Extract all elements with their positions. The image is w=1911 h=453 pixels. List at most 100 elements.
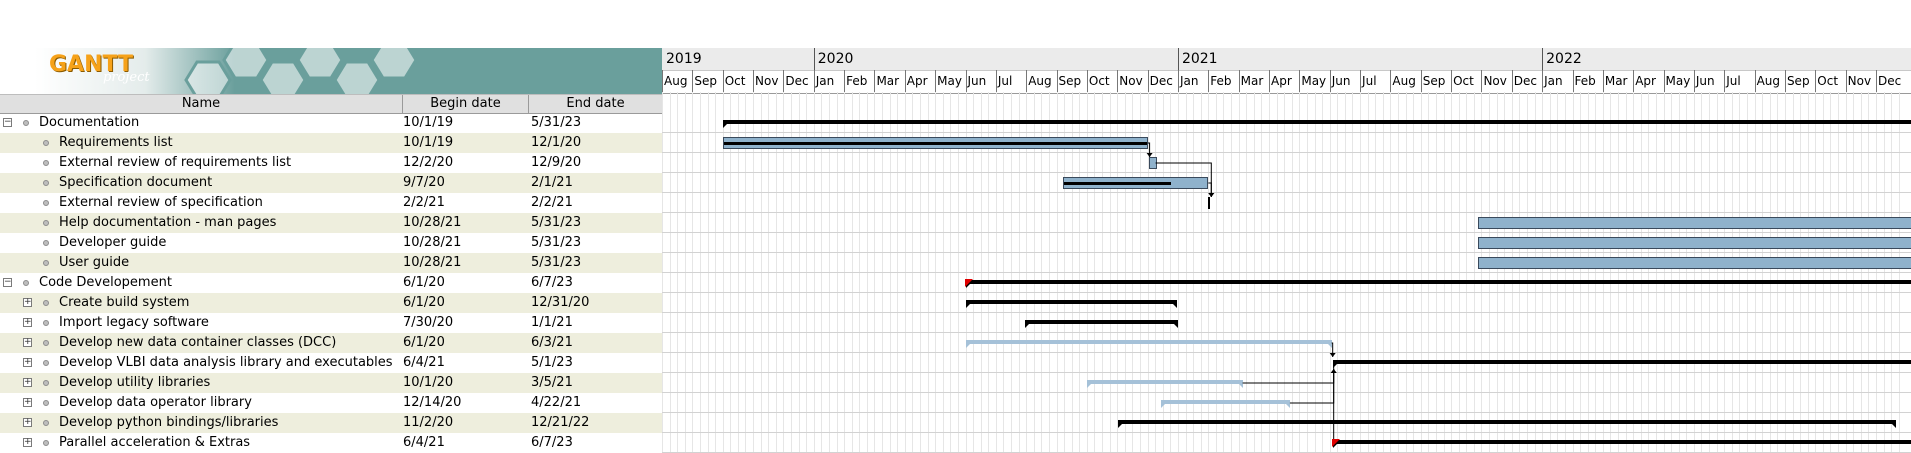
task-begin-date[interactable]: 6/1/20	[403, 335, 445, 350]
task-begin-date[interactable]: 10/28/21	[403, 255, 462, 270]
task-end-date[interactable]: 5/1/23	[531, 355, 573, 370]
task-row[interactable]: − Code Developement 6/1/20 6/7/23	[0, 273, 662, 293]
task-row[interactable]: External review of requirements list 12/2…	[0, 153, 662, 173]
summary-bar[interactable]	[722, 120, 1911, 128]
task-begin-date[interactable]: 6/1/20	[403, 275, 445, 290]
task-begin-date[interactable]: 12/2/20	[403, 155, 454, 170]
task-name[interactable]: Documentation	[39, 115, 140, 130]
milestone-marker[interactable]	[1208, 197, 1211, 209]
task-name[interactable]: Specification document	[59, 175, 213, 190]
task-begin-date[interactable]: 10/1/19	[403, 135, 454, 150]
expand-icon[interactable]: +	[23, 337, 32, 347]
task-name[interactable]: Develop new data container classes (DCC)	[59, 335, 337, 350]
task-name[interactable]: Developer guide	[59, 235, 167, 250]
task-name[interactable]: User guide	[59, 255, 130, 270]
task-begin-date[interactable]: 11/2/20	[403, 415, 454, 430]
task-row[interactable]: Developer guide 10/28/21 5/31/23	[0, 233, 662, 253]
task-begin-date[interactable]: 2/2/21	[403, 195, 445, 210]
task-end-date[interactable]: 2/1/21	[531, 175, 573, 190]
task-name[interactable]: Develop data operator library	[59, 395, 252, 410]
summary-bar[interactable]	[965, 300, 1178, 308]
task-row[interactable]: + Develop python bindings/libraries 11/2/2…	[0, 413, 662, 433]
task-name[interactable]: Develop python bindings/libraries	[59, 415, 279, 430]
task-end-date[interactable]: 3/5/21	[531, 375, 573, 390]
task-name[interactable]: External review of requirements list	[59, 155, 292, 170]
task-end-date[interactable]: 5/31/23	[531, 255, 582, 270]
task-name[interactable]: External review of specification	[59, 195, 263, 210]
task-end-date[interactable]: 12/9/20	[531, 155, 582, 170]
month-label: Dec	[1878, 74, 1902, 88]
task-row[interactable]: + Develop new data container classes (DCC…	[0, 333, 662, 353]
task-end-date[interactable]: 6/3/21	[531, 335, 573, 350]
expand-icon[interactable]: +	[23, 417, 32, 427]
task-end-date[interactable]: 5/31/23	[531, 215, 582, 230]
month-separator	[1784, 70, 1786, 92]
summary-bar[interactable]	[1332, 360, 1911, 368]
task-bar[interactable]	[1477, 217, 1911, 229]
task-name[interactable]: Code Developement	[39, 275, 172, 290]
task-begin-date[interactable]: 9/7/20	[403, 175, 445, 190]
task-end-date[interactable]: 4/22/21	[531, 395, 582, 410]
task-end-date[interactable]: 6/7/23	[531, 275, 573, 290]
expand-icon[interactable]: +	[23, 377, 32, 387]
task-begin-date[interactable]: 10/28/21	[403, 235, 462, 250]
summary-bar-light[interactable]	[965, 340, 1332, 348]
task-end-date[interactable]: 6/7/23	[531, 435, 573, 450]
task-row[interactable]: User guide 10/28/21 5/31/23	[0, 253, 662, 273]
summary-bar[interactable]	[1024, 320, 1178, 328]
task-row[interactable]: + Develop data operator library 12/14/20 4/…	[0, 393, 662, 413]
expand-icon[interactable]: +	[23, 357, 32, 367]
task-row[interactable]: + Parallel acceleration & Extras 6/4/21 6/7…	[0, 433, 662, 453]
task-begin-date[interactable]: 6/4/21	[403, 355, 445, 370]
logo-subtitle: project	[103, 70, 150, 85]
task-row[interactable]: + Import legacy software 7/30/20 1/1/21	[0, 313, 662, 333]
expand-icon[interactable]: +	[23, 297, 32, 307]
task-name[interactable]: Requirements list	[59, 135, 173, 150]
task-name[interactable]: Help documentation - man pages	[59, 215, 277, 230]
task-end-date[interactable]: 5/31/23	[531, 115, 582, 130]
task-bar[interactable]	[1477, 237, 1911, 249]
task-bar[interactable]	[722, 137, 1148, 149]
summary-bar[interactable]	[1118, 420, 1896, 428]
column-header-end-date[interactable]: End date	[566, 96, 625, 111]
task-row[interactable]: External review of specification 2/2/21 2/…	[0, 193, 662, 213]
task-name[interactable]: Develop utility libraries	[59, 375, 211, 390]
summary-bar-light[interactable]	[1160, 400, 1290, 408]
task-end-date[interactable]: 12/1/20	[531, 135, 582, 150]
column-header-name[interactable]: Name	[0, 95, 403, 113]
task-name[interactable]: Develop VLBI data analysis library and e…	[59, 355, 393, 370]
task-row[interactable]: Help documentation - man pages 10/28/21 5/…	[0, 213, 662, 233]
collapse-icon[interactable]: −	[3, 117, 12, 127]
task-begin-date[interactable]: 7/30/20	[403, 315, 454, 330]
expand-icon[interactable]: +	[23, 397, 32, 407]
task-begin-date[interactable]: 10/1/20	[403, 375, 454, 390]
task-row[interactable]: − Documentation 10/1/19 5/31/23	[0, 113, 662, 133]
task-end-date[interactable]: 5/31/23	[531, 235, 582, 250]
task-row[interactable]: Requirements list 10/1/19 12/1/20	[0, 133, 662, 153]
task-name[interactable]: Import legacy software	[59, 315, 209, 330]
gantt-chart[interactable]: 2019 2020 2021 2022 Aug Sep Oct Nov Dec Jan Feb Ma…	[662, 0, 1911, 453]
task-begin-date[interactable]: 10/1/19	[403, 115, 454, 130]
task-row[interactable]: + Develop VLBI data analysis library and …	[0, 353, 662, 373]
expand-icon[interactable]: +	[23, 437, 32, 447]
task-begin-date[interactable]: 6/4/21	[403, 435, 445, 450]
task-bar[interactable]	[1477, 257, 1911, 269]
summary-bar-light[interactable]	[1086, 380, 1243, 388]
task-name[interactable]: Create build system	[59, 295, 190, 310]
task-row[interactable]: + Develop utility libraries 10/1/20 3/5/21	[0, 373, 662, 393]
task-begin-date[interactable]: 10/28/21	[403, 215, 462, 230]
task-begin-date[interactable]: 12/14/20	[403, 395, 462, 410]
task-bar[interactable]	[1062, 177, 1209, 189]
task-end-date[interactable]: 12/31/20	[531, 295, 590, 310]
task-bullet-icon	[43, 340, 49, 346]
task-row[interactable]: + Create build system 6/1/20 12/31/20	[0, 293, 662, 313]
collapse-icon[interactable]: −	[3, 277, 12, 287]
task-row[interactable]: Specification document 9/7/20 2/1/21	[0, 173, 662, 193]
task-end-date[interactable]: 2/2/21	[531, 195, 573, 210]
task-name[interactable]: Parallel acceleration & Extras	[59, 435, 251, 450]
column-header-begin-date[interactable]: Begin date	[403, 95, 529, 113]
task-begin-date[interactable]: 6/1/20	[403, 295, 445, 310]
task-end-date[interactable]: 1/1/21	[531, 315, 573, 330]
task-end-date[interactable]: 12/21/22	[531, 415, 590, 430]
expand-icon[interactable]: +	[23, 317, 32, 327]
